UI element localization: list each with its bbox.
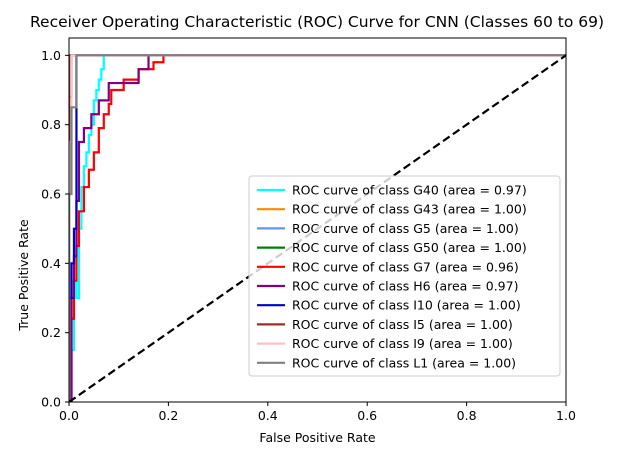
plot-area: 0.0 0.2 0.4 0.6 0.8 1.0 0.0 0.2 0.4 0.6 0.8 1.0 [41,37,576,423]
legend-entry: ROC curve of class G40 (area = 0.97) [292,183,527,198]
series-line-5 [69,55,150,402]
y-axis-label: True Positive Rate [16,219,31,332]
x-tick-label: 0.0 [59,408,79,423]
legend-entry: ROC curve of class G7 (area = 0.96) [292,259,519,274]
legend-entry: ROC curve of class I5 (area = 1.00) [292,317,513,332]
x-tick-label: 0.2 [158,408,178,423]
legend-entry: ROC curve of class G5 (area = 1.00) [292,221,519,236]
legend-entry: ROC curve of class G43 (area = 1.00) [292,202,527,217]
legend-entry: ROC curve of class I10 (area = 1.00) [292,298,521,313]
legend-box [248,175,561,377]
legend-entry: ROC curve of class G50 (area = 1.00) [292,240,527,255]
y-tick-label: 0.8 [41,117,61,132]
y-tick-label: 0.4 [41,256,61,271]
y-tick-label: 0.2 [41,325,61,340]
x-tick-label: 1.0 [556,408,576,423]
legend-entry: ROC curve of class H6 (area = 0.97) [292,279,518,294]
x-tick-label: 0.4 [258,408,278,423]
x-tick-label: 0.8 [457,408,477,423]
y-tick-label: 1.0 [41,48,61,63]
legend-entry: ROC curve of class I9 (area = 1.00) [292,336,513,351]
legend-entry: ROC curve of class L1 (area = 1.00) [292,355,516,370]
chart-title: Receiver Operating Characteristic (ROC) … [30,13,604,31]
series-line-9 [69,54,566,402]
x-tick-label: 0.6 [357,408,377,423]
x-axis-label: False Positive Rate [259,430,375,445]
y-tick-label: 0.6 [41,187,61,202]
series-group [69,54,566,402]
axes-frame [68,37,567,403]
y-tick-label: 0.0 [41,395,61,410]
legend: ROC curve of class G40 (area = 0.97) ROC … [248,175,561,377]
